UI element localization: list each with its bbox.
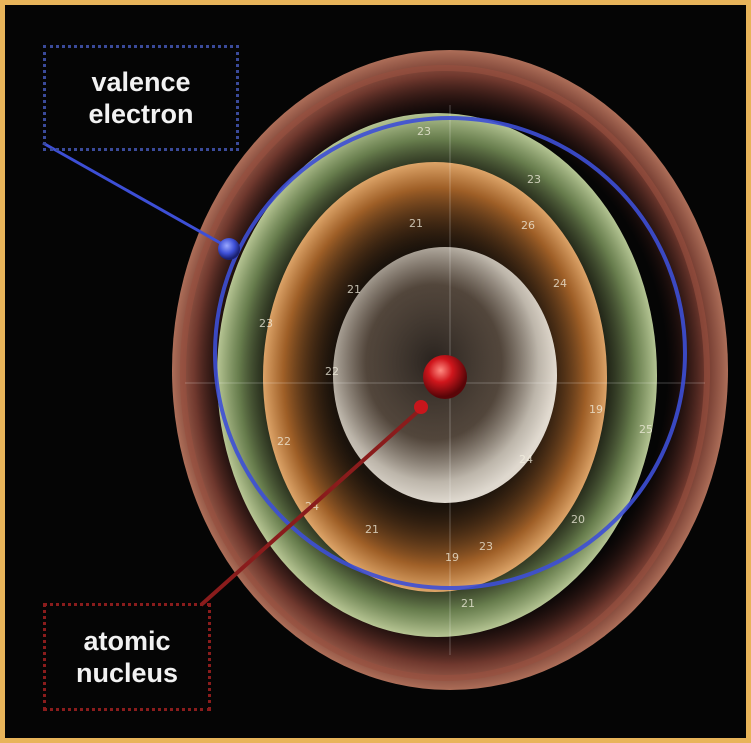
shell-number: 23	[527, 173, 541, 186]
atomic-nucleus	[423, 355, 467, 399]
shell-number: 23	[479, 540, 493, 553]
shell-number: 21	[409, 217, 423, 230]
shell-number: 25	[639, 423, 653, 436]
shell-number: 23	[417, 125, 431, 138]
valence-label-line2: electron	[88, 99, 194, 129]
valence-pointer-line	[42, 141, 232, 251]
shell-number: 19	[445, 551, 459, 564]
valence-electron	[218, 238, 240, 260]
shell-number: 21	[347, 283, 361, 296]
shell-number: 21	[365, 523, 379, 536]
nucleus-pointer-dot	[414, 400, 428, 414]
shell-number: 22	[325, 365, 339, 378]
atom-diagram: 23 23 21 26 21 24 23 22 19 25 24 21 19 2…	[42, 50, 728, 690]
outer-shell-rim	[180, 65, 710, 681]
shell-number: 23	[259, 317, 273, 330]
nucleus-label-line1: atomic	[83, 626, 171, 656]
shell-number: 24	[519, 453, 533, 466]
shell-number: 22	[277, 435, 291, 448]
valence-label-line1: valence	[91, 67, 191, 97]
valence-orbit	[213, 116, 687, 590]
shell-number: 19	[589, 403, 603, 416]
nucleus-pointer-line	[199, 405, 425, 607]
valence-electron-label: valence electron	[43, 45, 239, 151]
shell-number: 26	[521, 219, 535, 232]
shell-number: 21	[461, 597, 475, 610]
nucleus-label-line2: nucleus	[75, 658, 179, 688]
shell-number: 20	[571, 513, 585, 526]
shell-number: 24	[553, 277, 567, 290]
atomic-nucleus-label: atomic nucleus	[43, 603, 211, 711]
